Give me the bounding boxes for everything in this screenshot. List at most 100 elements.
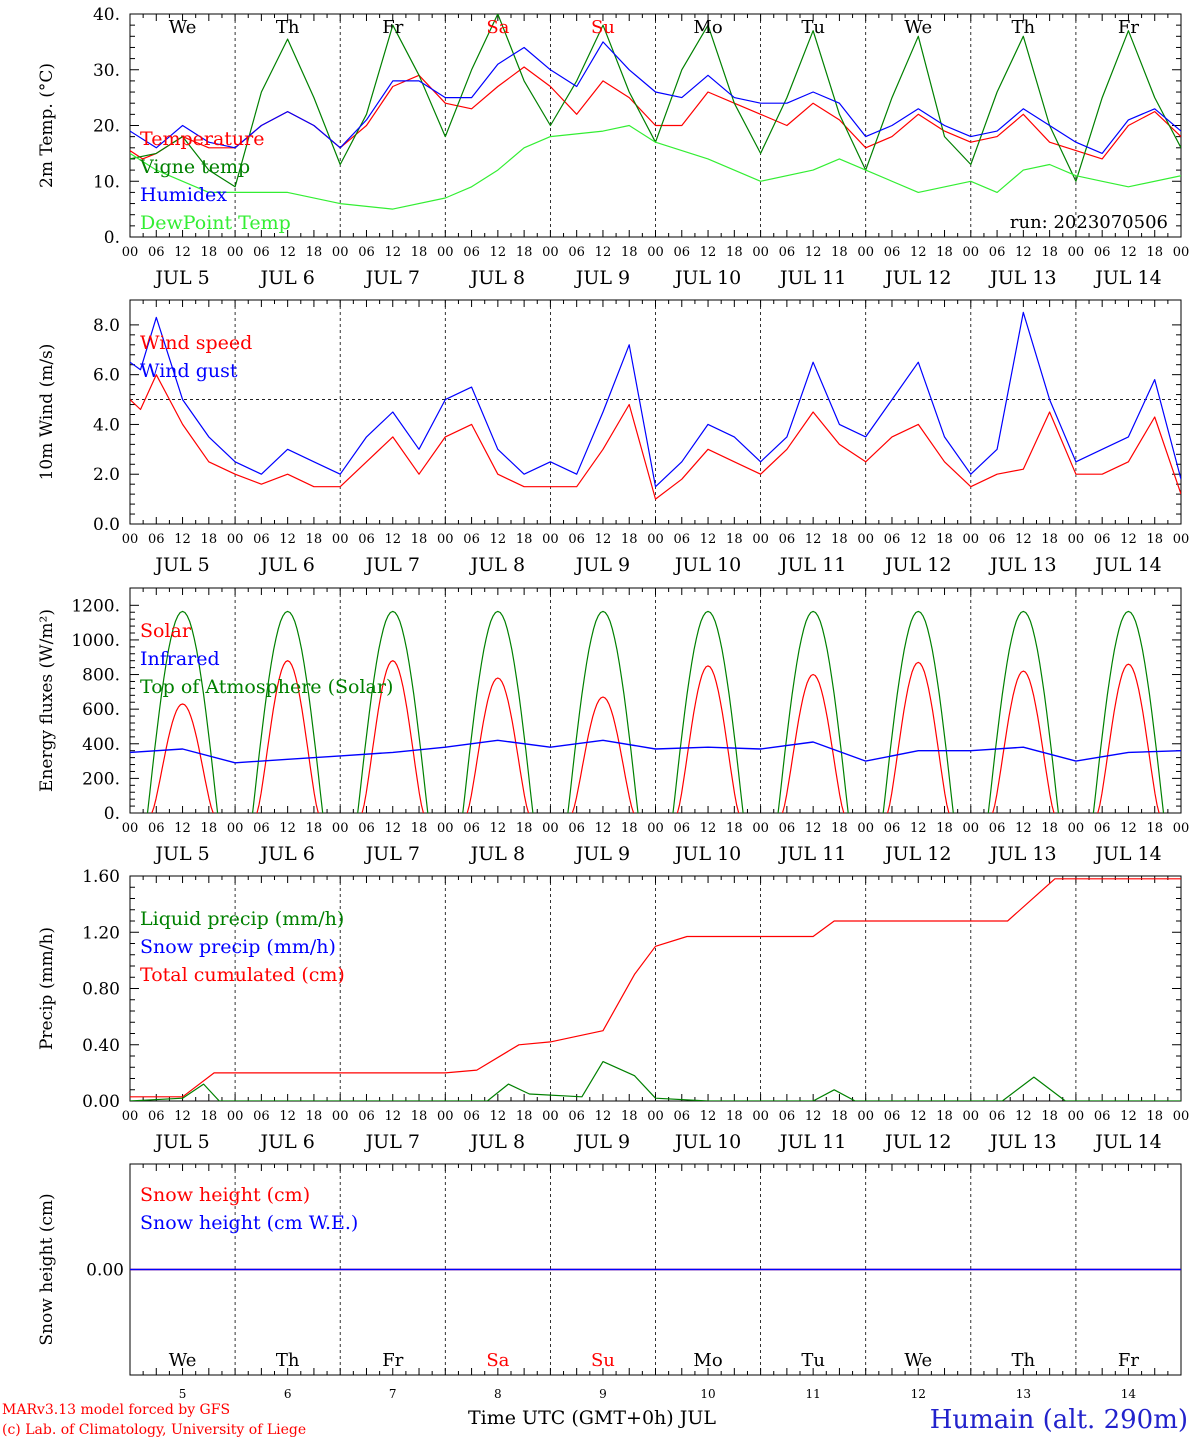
legend-entry: Vigne temp — [139, 156, 250, 178]
hour-tick-label: 00 — [963, 245, 980, 260]
hour-tick-label: 12 — [174, 245, 191, 260]
legend-entry: Humidex — [140, 184, 227, 206]
hour-tick-label: 12 — [1120, 532, 1137, 547]
hour-tick-label: 12 — [910, 245, 927, 260]
date-label: JUL 10 — [673, 267, 741, 289]
hour-tick-label: 00 — [647, 1109, 664, 1124]
y-tick-label: 0.0 — [93, 515, 120, 535]
legend-entry: Total cumulated (cm) — [140, 964, 345, 986]
toa-solar-series — [987, 610, 1059, 813]
y-tick-label: 8.0 — [93, 316, 120, 336]
date-label: JUL 9 — [574, 267, 630, 289]
hour-tick-label: 18 — [411, 245, 428, 260]
hour-tick-label: 00 — [227, 532, 244, 547]
hour-tick-label: 00 — [437, 532, 454, 547]
panel-energy: 00 06 12 18 JUL 5 00 06 12 18 JUL 6 00 06 12 18 JUL 7 0… — [37, 587, 1189, 865]
hour-tick-label: 18 — [306, 532, 323, 547]
weekday-label: Th — [1012, 17, 1036, 38]
hour-tick-label: 12 — [384, 245, 401, 260]
toa-solar-series — [777, 610, 849, 813]
date-label: JUL 6 — [258, 267, 314, 289]
date-label: JUL 5 — [153, 843, 209, 865]
hour-tick-label: 18 — [306, 245, 323, 260]
day-number-label: 12 — [911, 1387, 926, 1401]
lab-credit: (c) Lab. of Climatology, University of L… — [2, 1422, 306, 1438]
hour-tick-label: 00 — [332, 1109, 349, 1124]
legend-entry: Snow height (cm W.E.) — [140, 1212, 358, 1234]
x-axis-title: Time UTC (GMT+0h) JUL — [468, 1407, 716, 1429]
hour-tick-label: 12 — [384, 532, 401, 547]
hour-tick-label: 12 — [174, 532, 191, 547]
y-axis-label: 2m Temp. (°C) — [37, 63, 57, 188]
hour-tick-label: 06 — [989, 1109, 1006, 1124]
hour-tick-label: 00 — [857, 532, 874, 547]
date-label: JUL 5 — [153, 1131, 209, 1153]
hour-tick-label: 12 — [595, 245, 612, 260]
date-label: JUL 14 — [1093, 843, 1161, 865]
toa-solar-series — [252, 610, 324, 813]
date-label: JUL 13 — [988, 1131, 1056, 1153]
y-tick-label: 200. — [82, 769, 120, 789]
hour-tick-label: 06 — [884, 1109, 901, 1124]
date-label: JUL 9 — [574, 843, 630, 865]
y-tick-label: 0.40 — [82, 1036, 120, 1056]
hour-tick-label: 00 — [1068, 821, 1085, 836]
weekday-label: We — [904, 17, 932, 38]
run-label: run: 2023070506 — [1010, 212, 1168, 233]
hour-tick-label: 12 — [910, 1109, 927, 1124]
hour-tick-label: 06 — [989, 821, 1006, 836]
legend-entry: Top of Atmosphere (Solar) — [140, 676, 393, 698]
hour-tick-label: 06 — [253, 821, 270, 836]
hour-tick-label: 06 — [884, 245, 901, 260]
hour-tick-label: 12 — [595, 1109, 612, 1124]
hour-tick-label: 06 — [989, 532, 1006, 547]
day-number-label: 9 — [599, 1387, 607, 1401]
toa-solar-series — [567, 610, 639, 813]
hour-tick-label: 06 — [463, 245, 480, 260]
date-label: JUL 13 — [988, 554, 1056, 576]
date-label: JUL 12 — [883, 554, 951, 576]
hour-tick-label: 00 — [122, 532, 139, 547]
solar-series — [887, 661, 950, 813]
hour-tick-label: 12 — [174, 821, 191, 836]
hour-tick-label: 18 — [831, 245, 848, 260]
hour-tick-label: 00 — [227, 821, 244, 836]
hour-tick-label: 00 — [963, 532, 980, 547]
solar-series — [676, 665, 740, 813]
date-label: JUL 10 — [673, 554, 741, 576]
weekday-label: Th — [276, 1350, 300, 1371]
toa-solar-series — [672, 610, 744, 813]
hour-tick-label: 00 — [227, 245, 244, 260]
series-wind-gust — [130, 311, 1181, 488]
hour-tick-label: 00 — [963, 1109, 980, 1124]
hour-tick-label: 12 — [805, 1109, 822, 1124]
weekday-label: Sa — [486, 17, 509, 38]
date-label: JUL 6 — [258, 554, 314, 576]
date-label: JUL 10 — [673, 843, 741, 865]
y-tick-label: 800. — [82, 666, 120, 686]
y-tick-label: 0.80 — [82, 980, 120, 1000]
hour-tick-label: 18 — [1146, 532, 1163, 547]
hour-tick-label: 12 — [1015, 1109, 1032, 1124]
hour-tick-label: 18 — [516, 245, 533, 260]
hour-tick-label: 00 — [857, 245, 874, 260]
solar-series — [992, 670, 1055, 813]
y-tick-label: 0. — [104, 228, 120, 248]
date-label: JUL 12 — [883, 1131, 951, 1153]
hour-tick-label: 00 — [542, 532, 559, 547]
date-label: JUL 11 — [778, 267, 846, 289]
hour-tick-label: 18 — [201, 532, 218, 547]
hour-tick-label: 00 — [752, 1109, 769, 1124]
hour-tick-label: 00 — [1068, 245, 1085, 260]
hour-tick-label: 00 — [437, 245, 454, 260]
y-tick-label: 4.0 — [93, 415, 120, 435]
hour-tick-label: 18 — [1041, 1109, 1058, 1124]
hour-tick-label: 06 — [884, 532, 901, 547]
hour-tick-label: 06 — [989, 245, 1006, 260]
hour-tick-label: 18 — [726, 821, 743, 836]
toa-solar-series — [357, 610, 429, 813]
hour-tick-label: 18 — [1041, 821, 1058, 836]
hour-tick-label: 00 — [1068, 532, 1085, 547]
y-axis-label: 10m Wind (m/s) — [37, 344, 57, 481]
